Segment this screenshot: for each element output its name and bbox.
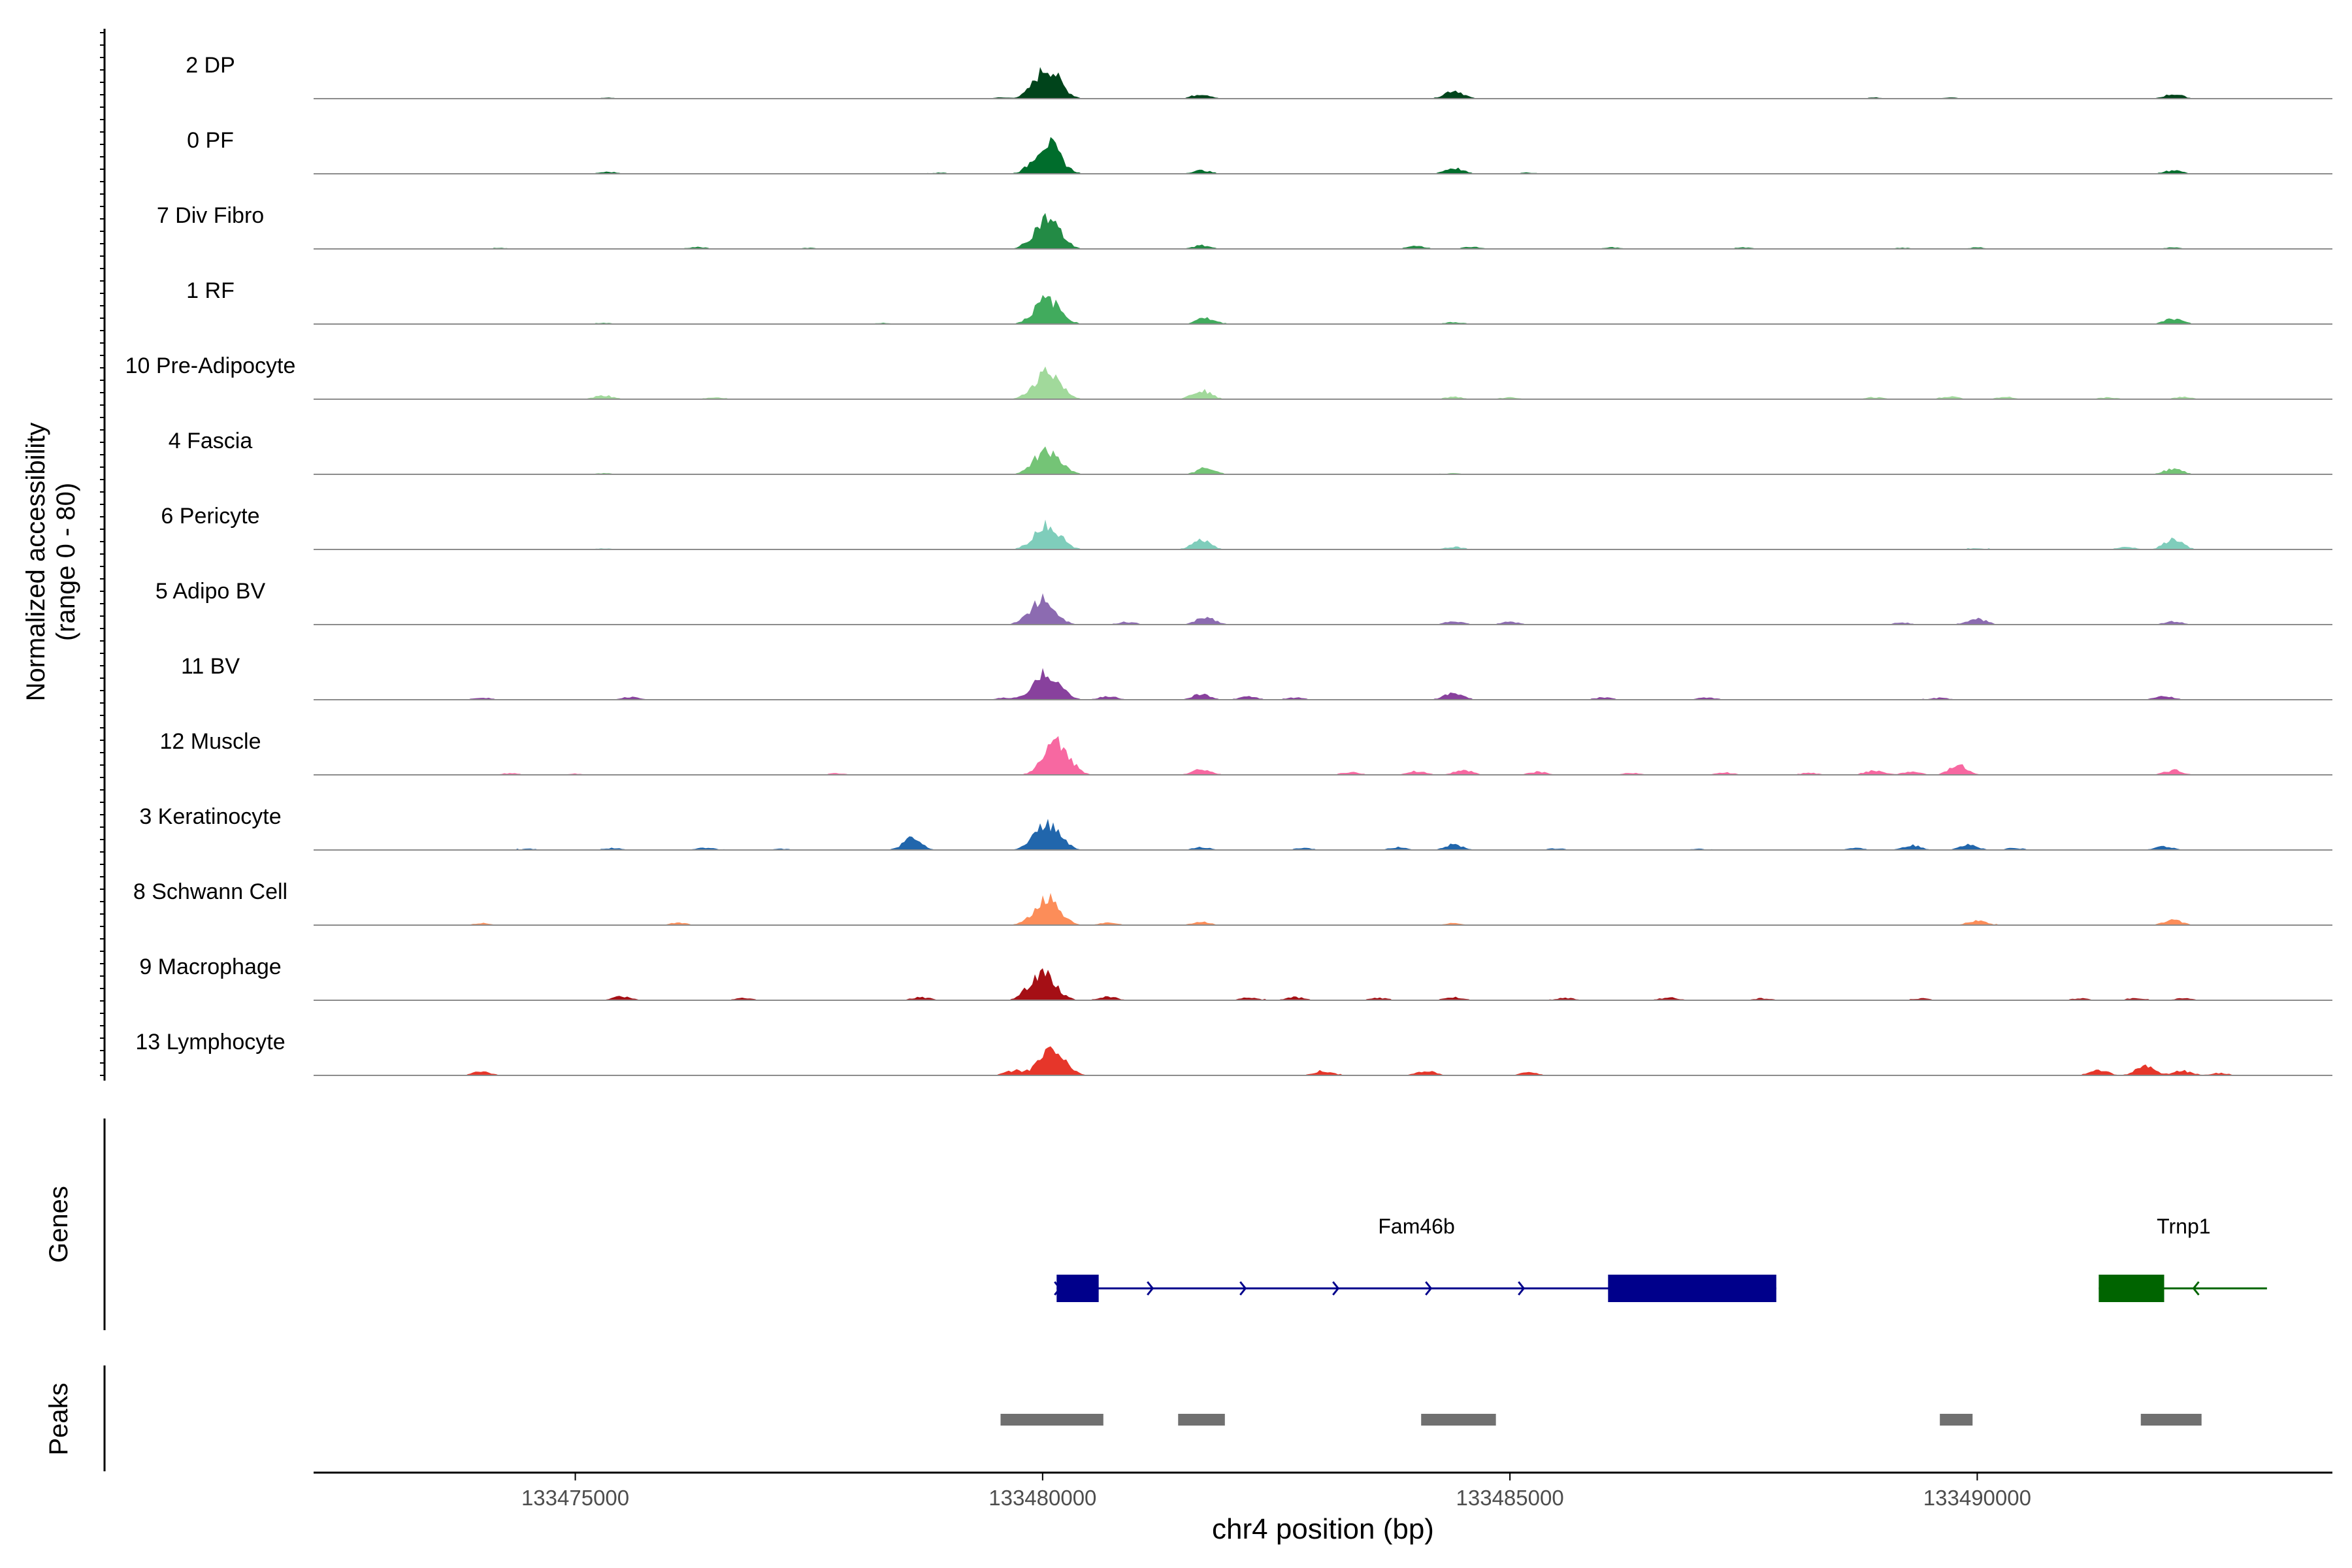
peak-region [1178,1414,1225,1426]
track-label: 3 Keratinocyte [139,804,281,829]
peak-region [1421,1414,1496,1426]
x-axis: 133475000 133480000 133485000 133490000 [521,1473,2031,1510]
coverage-area [314,213,2332,249]
track-9-macrophage: 9 Macrophage [139,955,2332,1001]
coverage-area [314,67,2332,99]
gene-exon [1608,1275,1776,1302]
strand-arrow [1425,1281,1433,1296]
track-label: 12 Muscle [160,729,261,754]
coverage-tracks: 2 DP 0 PF 7 Div Fibro 1 RF 10 Pre-Adipocyte 4… [125,53,2332,1076]
strand-arrow [1518,1281,1526,1296]
genes-panel-label: Genes [44,1186,73,1263]
coverage-area [314,968,2332,1000]
gene-label: Trnp1 [2157,1215,2210,1238]
gene-fam46b: Fam46b [1054,1215,1776,1302]
x-tick-label: 133490000 [1923,1486,2031,1510]
coverage-area [314,1046,2332,1075]
track-8-schwann-cell: 8 Schwann Cell [133,879,2332,926]
peak-track [1000,1414,2202,1426]
track-label: 9 Macrophage [139,955,281,979]
track-label: 13 Lymphocyte [135,1030,285,1054]
coverage-area [314,593,2332,625]
track-label: 7 Div Fibro [157,203,264,228]
coverage-area [314,892,2332,925]
strand-arrow [1239,1281,1247,1296]
y-axis-title: Normalized accessibility [22,423,50,702]
coverage-area [314,519,2332,549]
strand-arrow [1332,1281,1340,1296]
coverage-area [314,366,2332,399]
gene-exon [2099,1275,2164,1302]
gene-label: Fam46b [1378,1215,1454,1238]
gene-exon [1056,1275,1099,1302]
strand-arrow [2192,1281,2200,1296]
track-2-dp: 2 DP [186,53,2332,99]
coverage-area [314,736,2332,775]
x-tick-label: 133485000 [1456,1486,1564,1510]
coverage-area [314,137,2332,174]
track-1-rf: 1 RF [186,278,2332,325]
track-label: 11 BV [181,654,240,679]
track-label: 10 Pre-Adipocyte [125,353,296,378]
coverage-area [314,446,2332,474]
peak-region [1940,1414,1973,1426]
strand-arrow [1147,1281,1154,1296]
gene-trnp1: Trnp1 [2099,1215,2267,1302]
x-tick-label: 133480000 [988,1486,1096,1510]
coverage-area [314,819,2332,850]
y-axis-subtitle: (range 0 - 80) [52,483,80,641]
peak-region [1000,1414,1103,1426]
coverage-area [314,668,2332,700]
track-label: 0 PF [187,128,234,153]
coverage-y-axis [100,29,106,1081]
track-7-div-fibro: 7 Div Fibro [157,203,2332,250]
track-10-pre-adipocyte: 10 Pre-Adipocyte [125,353,2332,400]
track-5-adipo-bv: 5 Adipo BV [155,579,2332,625]
track-label: 4 Fascia [169,429,253,453]
track-label: 6 Pericyte [161,504,259,529]
gene-track: Fam46b Trnp1 [1054,1215,2267,1302]
track-label: 8 Schwann Cell [133,879,287,904]
track-12-muscle: 12 Muscle [160,729,2332,776]
track-6-pericyte: 6 Pericyte [161,504,2332,550]
track-0-pf: 0 PF [187,128,2332,174]
track-13-lymphocyte: 13 Lymphocyte [135,1030,2332,1076]
peaks-panel-label: Peaks [44,1382,73,1455]
track-3-keratinocyte: 3 Keratinocyte [139,804,2332,851]
track-label: 5 Adipo BV [155,579,266,604]
x-axis-title: chr4 position (bp) [1212,1513,1434,1545]
track-label: 1 RF [186,278,235,303]
track-4-fascia: 4 Fascia [169,429,2332,475]
track-label: 2 DP [186,53,235,78]
x-tick-label: 133475000 [521,1486,629,1510]
peak-region [2140,1414,2202,1426]
track-11-bv: 11 BV [181,654,2332,700]
coverage-area [314,295,2332,324]
